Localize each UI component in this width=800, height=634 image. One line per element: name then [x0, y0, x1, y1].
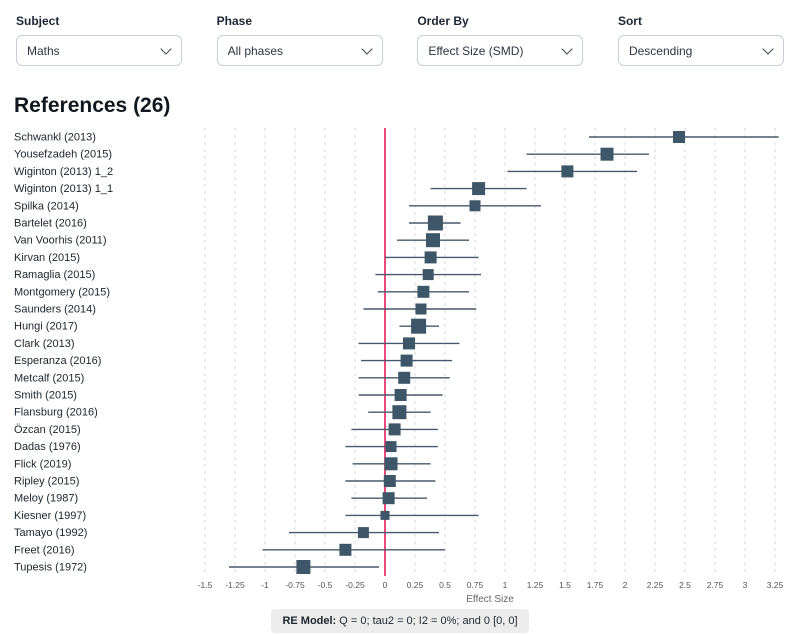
effect-marker[interactable]: [472, 182, 486, 196]
study-label: Hungi (2017): [14, 321, 78, 333]
study-label: Saunders (2014): [14, 304, 96, 316]
study-label: Yousefzadeh (2015): [14, 149, 112, 161]
forest-plot: -1.5 -1.25 -1 -0.75 -0.5 -0.25 0 0.25 0.5 0.75 1 1.…: [0, 124, 800, 607]
x-tick-label: 0: [383, 580, 388, 590]
study-label: Esperanza (2016): [14, 355, 101, 367]
x-tick-label: 1.5: [559, 580, 571, 590]
effect-marker[interactable]: [561, 165, 574, 178]
effect-marker[interactable]: [392, 405, 407, 420]
effect-marker[interactable]: [384, 457, 398, 471]
effect-marker[interactable]: [673, 131, 685, 143]
study-label: Spilka (2014): [14, 200, 79, 212]
x-tick-label: -1.25: [225, 580, 245, 590]
x-tick-label: 0.25: [407, 580, 424, 590]
re-model-stats: Q = 0; tau2 = 0; I2 = 0%; and 0 [0, 0]: [336, 615, 518, 627]
effect-marker[interactable]: [398, 371, 411, 384]
effect-marker[interactable]: [388, 423, 401, 436]
x-tick-label: -1.5: [198, 580, 213, 590]
study-label: Smith (2015): [14, 390, 77, 402]
x-tick-label: 1.75: [587, 580, 604, 590]
phase-label: Phase: [216, 14, 253, 28]
order-by-select[interactable]: Effect Size (SMD): [417, 35, 584, 66]
study-label: Wiginton (2013) 1_1: [14, 183, 113, 195]
x-tick-label: 2.75: [707, 580, 724, 590]
filter-group-order-by: Order By Effect Size (SMD): [417, 14, 584, 66]
page-title: References (26): [14, 94, 171, 117]
study-label: Montgomery (2015): [14, 286, 110, 298]
x-tick-label: 2: [623, 580, 628, 590]
x-tick-label: 1: [503, 580, 508, 590]
x-axis-label: Effect Size: [466, 594, 514, 602]
x-tick-label: -0.5: [318, 580, 333, 590]
study-label: Kiesner (1997): [14, 510, 86, 522]
effect-marker[interactable]: [357, 527, 369, 539]
filter-group-sort: Sort Descending: [617, 14, 784, 66]
effect-marker[interactable]: [394, 389, 407, 401]
re-model-row: RE Model: Q = 0; tau2 = 0; I2 = 0%; and …: [0, 609, 800, 633]
subject-label: Subject: [16, 14, 60, 28]
effect-marker[interactable]: [382, 492, 395, 505]
study-label: Kirvan (2015): [14, 252, 80, 264]
order-by-label: Order By: [417, 14, 469, 28]
study-label: Wiginton (2013) 1_2: [14, 166, 113, 178]
effect-marker[interactable]: [426, 233, 440, 248]
effect-marker[interactable]: [424, 251, 437, 264]
study-label: Özcan (2015): [14, 424, 81, 436]
study-label: Flansburg (2016): [14, 407, 98, 419]
x-tick-label: 2.5: [679, 580, 691, 590]
study-label: Ripley (2015): [14, 476, 79, 488]
re-model-summary: RE Model: Q = 0; tau2 = 0; I2 = 0%; and …: [271, 609, 529, 633]
effect-marker[interactable]: [380, 510, 390, 520]
x-tick-label: 1.25: [527, 580, 544, 590]
effect-marker[interactable]: [417, 285, 430, 298]
study-label: Flick (2019): [14, 458, 71, 470]
study-label: Tupesis (1972): [14, 562, 87, 574]
study-label: Freet (2016): [14, 544, 75, 556]
sort-label: Sort: [617, 14, 642, 28]
effect-marker[interactable]: [600, 147, 614, 161]
effect-marker[interactable]: [383, 475, 396, 487]
filter-group-subject: Subject Maths: [16, 14, 182, 66]
effect-marker[interactable]: [427, 215, 443, 231]
study-label: Metcalf (2015): [14, 372, 84, 384]
x-tick-label: -1: [261, 580, 269, 590]
phase-select[interactable]: All phases: [216, 35, 383, 66]
filter-group-phase: Phase All phases: [216, 14, 383, 66]
effect-marker[interactable]: [411, 318, 427, 334]
re-model-label: RE Model:: [282, 615, 337, 627]
x-tick-label: 0.75: [467, 580, 484, 590]
effect-marker[interactable]: [339, 543, 352, 556]
study-label: Bartelet (2016): [14, 218, 87, 230]
study-label: Meloy (1987): [14, 493, 78, 505]
forest-plot-svg: -1.5 -1.25 -1 -0.75 -0.5 -0.25 0 0.25 0.5 0.75 1 1.…: [14, 128, 784, 605]
x-tick-label: 0.5: [439, 580, 451, 590]
subject-select[interactable]: Maths: [16, 35, 182, 66]
study-label: Dadas (1976): [14, 441, 81, 453]
effect-marker[interactable]: [400, 354, 413, 367]
x-tick-label: 2.25: [647, 580, 664, 590]
sort-select[interactable]: Descending: [617, 35, 784, 66]
effect-marker[interactable]: [296, 560, 311, 574]
study-label: Van Voorhis (2011): [14, 235, 107, 247]
x-tick-label: -0.25: [345, 580, 365, 590]
effect-marker[interactable]: [422, 269, 434, 281]
study-label: Clark (2013): [14, 338, 75, 350]
study-label: Ramaglia (2015): [14, 269, 95, 281]
x-tick-label: -0.75: [285, 580, 305, 590]
effect-marker[interactable]: [385, 441, 397, 453]
effect-marker[interactable]: [403, 337, 415, 350]
study-label: Schwankl (2013): [14, 132, 96, 144]
filter-bar: Subject Maths Phase All phases Order By …: [0, 0, 800, 66]
effect-marker[interactable]: [415, 303, 427, 315]
study-label: Tamayo (1992): [14, 527, 87, 539]
effect-marker[interactable]: [469, 200, 481, 212]
x-tick-label: 3: [743, 580, 748, 590]
x-tick-label: 3.25: [767, 580, 784, 590]
